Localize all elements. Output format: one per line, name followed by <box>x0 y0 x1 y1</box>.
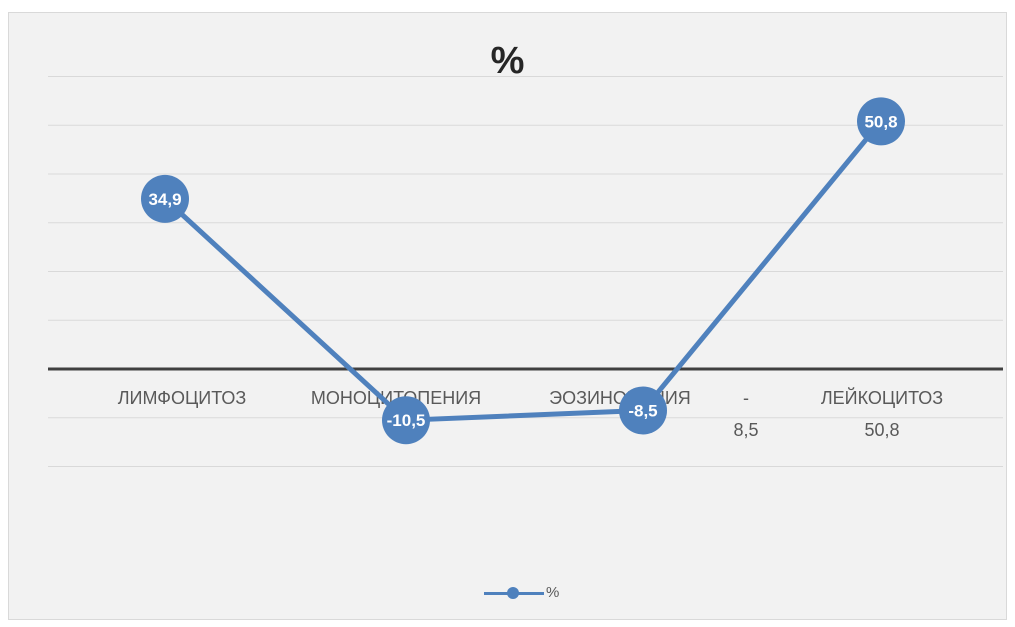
x-tick-label: 8,5 <box>733 420 758 440</box>
data-point <box>141 174 189 223</box>
legend-series-label: % <box>546 584 560 601</box>
data-label: -10,5 <box>387 411 426 430</box>
x-tick-label: ЛЕЙКОЦИТОЗ <box>821 387 943 408</box>
data-label: -8,5 <box>628 401 657 420</box>
data-label: 50,8 <box>864 112 897 131</box>
data-point <box>382 396 430 445</box>
chart-title: % <box>490 40 525 82</box>
legend: % <box>484 584 559 601</box>
x-tick-label: МОНОЦИТОПЕНИЯ <box>311 388 481 408</box>
legend-series-marker <box>484 586 544 599</box>
series-line <box>163 119 883 423</box>
x-tick-label: ЛИМФОЦИТОЗ <box>118 388 247 408</box>
x-tick-label: 50,8 <box>864 420 899 440</box>
data-point <box>619 386 667 435</box>
x-tick-label: - <box>743 388 749 408</box>
chart-area <box>8 12 1007 620</box>
data-point <box>857 97 905 146</box>
data-label: 34,9 <box>148 190 181 209</box>
